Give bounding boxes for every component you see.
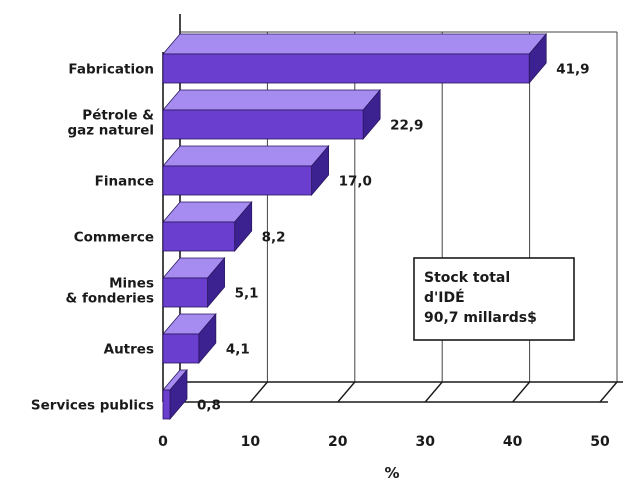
x-tick-label: 40 — [503, 434, 523, 450]
x-tick-label: 20 — [328, 434, 348, 450]
category-label-line: Finance — [95, 174, 154, 190]
category-label-line: gaz naturel — [67, 123, 154, 139]
x-axis-label: % — [384, 464, 399, 482]
bar — [162, 88, 382, 141]
category-label-line: Commerce — [74, 230, 154, 246]
chart-labels: 41,9 Fabrication 22,9 Pétrole &gaz naturel 1… — [31, 62, 590, 414]
annotation-line-3: 90,7 millards$ — [424, 310, 537, 326]
bar-front-face — [162, 53, 530, 84]
data-label: 8,2 — [262, 230, 286, 246]
annotation-line-1: Stock total — [424, 270, 510, 286]
bar — [162, 32, 548, 85]
bar — [162, 144, 330, 197]
category-label: Mines& fonderies — [65, 276, 154, 307]
data-label: 41,9 — [556, 62, 589, 78]
bar-front-face — [162, 221, 236, 252]
bar-front-face — [162, 389, 171, 420]
data-label: 5,1 — [235, 286, 259, 302]
category-label-line: Fabrication — [68, 62, 154, 78]
category-label: Services publics — [31, 398, 154, 414]
x-tick-label: 10 — [241, 434, 261, 450]
bar — [162, 256, 226, 309]
x-tick-label: 0 — [158, 434, 168, 450]
chart-bars — [162, 32, 548, 421]
data-label: 22,9 — [390, 118, 423, 134]
annotation-box — [413, 257, 575, 341]
category-label-line: Services publics — [31, 398, 154, 414]
category-label: Pétrole &gaz naturel — [67, 108, 154, 139]
category-label-line: & fonderies — [65, 291, 154, 307]
bar — [162, 200, 253, 253]
bar — [162, 368, 188, 421]
bar-top-face — [162, 33, 548, 55]
category-label: Commerce — [74, 230, 154, 246]
floor-gridline — [424, 381, 443, 403]
x-tick-label: 30 — [415, 434, 435, 450]
total-stock-annotation: Stock total d'IDÉ 90,7 millards$ — [413, 257, 575, 341]
bar-top-face — [162, 145, 330, 167]
bar — [162, 312, 217, 365]
bar-front-face — [162, 165, 312, 196]
category-label: Finance — [95, 174, 154, 190]
category-label: Autres — [104, 342, 154, 358]
bar-front-face — [162, 277, 208, 308]
annotation-line-2: d'IDÉ — [424, 289, 465, 306]
chart-ticks: 0 10 20 30 40 50 — [158, 434, 610, 450]
data-label: 0,8 — [197, 398, 221, 414]
category-label-line: Mines — [109, 276, 154, 292]
x-tick-label: 50 — [590, 434, 610, 450]
floor-gridline — [599, 381, 618, 403]
data-label: 17,0 — [339, 174, 372, 190]
category-label-line: Pétrole & — [82, 108, 154, 124]
floor-gridline — [512, 381, 531, 403]
bar-front-face — [162, 109, 364, 140]
category-label-line: Autres — [104, 342, 154, 358]
data-label: 4,1 — [226, 342, 250, 358]
floor-gridline — [249, 381, 268, 403]
bar-front-face — [162, 333, 200, 364]
bar-top-face — [162, 89, 382, 111]
floor-gridline — [337, 381, 356, 403]
category-label: Fabrication — [68, 62, 154, 78]
